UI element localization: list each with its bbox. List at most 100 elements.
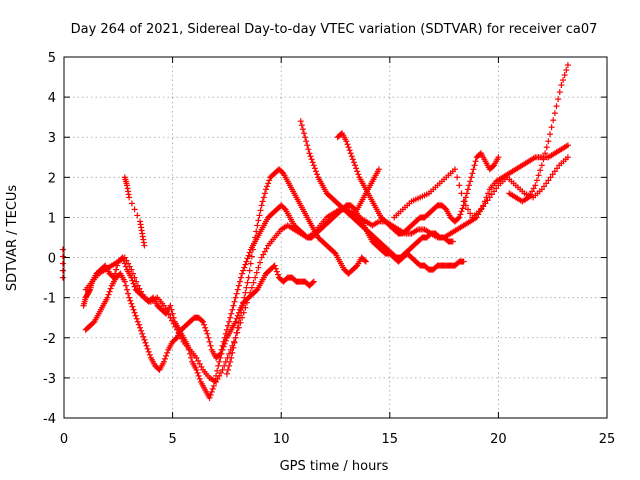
data-point — [540, 156, 547, 163]
data-point — [125, 260, 132, 267]
data-point — [172, 335, 179, 342]
data-point — [231, 298, 238, 305]
data-point — [561, 72, 568, 79]
y-tick-label: -1 — [43, 292, 56, 307]
y-tick-label: -2 — [43, 332, 56, 347]
data-point — [230, 344, 237, 351]
data-point — [312, 168, 319, 175]
data-point — [257, 207, 264, 214]
y-axis-ticks: -4 -3 -2 -1 0 1 2 3 4 5 — [43, 51, 607, 427]
plot-frame — [63, 56, 608, 419]
data-point — [551, 168, 558, 175]
data-point — [532, 182, 539, 189]
y-tick-label: -3 — [43, 372, 56, 387]
data-point — [298, 122, 305, 129]
data-point — [219, 342, 226, 349]
data-point — [135, 321, 142, 328]
data-point — [281, 205, 288, 212]
data-point — [274, 271, 281, 278]
data-point — [261, 248, 268, 255]
data-point — [263, 245, 270, 252]
data-point — [264, 183, 271, 190]
data-point — [59, 260, 66, 267]
data-point — [213, 378, 220, 385]
y-tick-label: 1 — [48, 211, 56, 226]
data-point — [297, 118, 304, 125]
data-points — [59, 62, 571, 401]
data-point — [206, 338, 213, 345]
data-point — [230, 302, 237, 309]
data-point — [564, 142, 571, 149]
data-point — [239, 304, 246, 311]
data-point — [228, 310, 235, 317]
data-point — [168, 306, 175, 313]
data-point — [143, 342, 150, 349]
data-point — [303, 138, 310, 145]
data-point — [234, 286, 241, 293]
data-point — [480, 203, 487, 210]
data-point — [217, 369, 224, 376]
data-point — [456, 182, 463, 189]
data-point — [469, 170, 476, 177]
data-point — [196, 360, 203, 367]
data-point — [488, 191, 495, 198]
chart-title: Day 264 of 2021, Sidereal Day-to-day VTE… — [71, 22, 598, 37]
data-point — [121, 278, 128, 285]
data-point — [310, 162, 317, 169]
data-point — [139, 330, 146, 337]
x-axis-ticks: 0 5 10 15 20 25 — [60, 57, 615, 447]
data-point — [546, 131, 553, 138]
data-point — [126, 294, 133, 301]
x-tick-label: 10 — [273, 432, 290, 447]
data-point — [224, 322, 231, 329]
data-point — [167, 314, 174, 321]
data-point — [538, 186, 545, 193]
data-point — [485, 190, 492, 197]
y-tick-label: 4 — [48, 91, 56, 106]
data-point — [478, 206, 485, 213]
data-point — [491, 188, 498, 195]
data-point — [226, 318, 233, 325]
data-point — [306, 150, 313, 157]
data-point — [273, 268, 280, 275]
data-point — [353, 263, 360, 270]
data-point — [106, 288, 113, 295]
data-point — [549, 171, 556, 178]
data-point — [195, 357, 202, 364]
data-point — [209, 385, 216, 392]
data-point — [258, 254, 265, 261]
data-point — [449, 238, 456, 245]
data-point — [253, 287, 260, 294]
data-point — [238, 309, 245, 316]
data-point — [241, 264, 248, 271]
data-point — [169, 310, 176, 317]
data-point — [454, 174, 461, 181]
data-point — [206, 394, 213, 401]
data-point — [252, 274, 259, 281]
data-point — [131, 283, 138, 290]
data-point — [530, 185, 537, 192]
data-point — [133, 315, 140, 322]
data-point — [229, 349, 236, 356]
x-axis-label: GPS time / hours — [280, 459, 389, 474]
data-point — [241, 294, 248, 301]
data-point — [216, 351, 223, 358]
data-point — [137, 324, 144, 331]
data-point — [484, 197, 491, 204]
data-point — [207, 342, 214, 349]
data-point — [144, 345, 151, 352]
data-point — [242, 289, 249, 296]
data-point — [242, 261, 249, 268]
data-point — [272, 265, 279, 272]
data-point — [228, 354, 235, 361]
data-point — [451, 166, 458, 173]
data-point — [59, 274, 66, 281]
data-point — [201, 321, 208, 328]
data-point — [350, 205, 357, 212]
data-point — [193, 366, 200, 373]
data-point — [121, 254, 128, 261]
data-point — [163, 352, 170, 359]
data-point — [134, 212, 141, 219]
data-point — [362, 258, 369, 265]
data-point — [493, 185, 500, 192]
